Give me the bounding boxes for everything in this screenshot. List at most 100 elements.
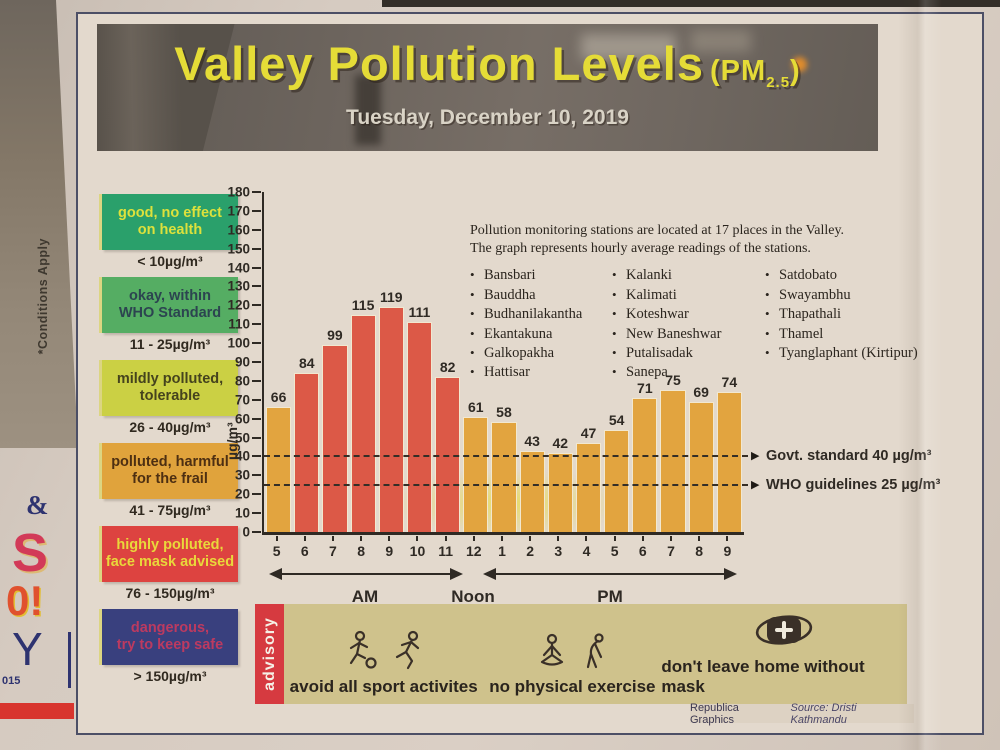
advisory-tab-label: advisory <box>260 617 278 691</box>
footballer-icon <box>349 630 377 669</box>
stations-intro-line2: The graph represents hourly average read… <box>470 241 811 257</box>
bar-value-label: 66 <box>270 389 287 406</box>
pm-label: PM <box>597 587 623 606</box>
bar-group: 71 <box>632 192 658 532</box>
y-tick-mark <box>252 379 261 382</box>
bars: 66 84 99 115 119 111 82 61 58 43 42 47 54 71 75 69 74 <box>266 192 742 532</box>
threshold-label: WHO guidelines 25 µg/m³ <box>766 476 941 493</box>
street-photo-light <box>792 57 808 73</box>
pollution-bar <box>378 307 404 532</box>
bar-group: 61 <box>463 192 489 532</box>
station-column: • Satdobato • Swayambhu • Thapathali • Thamel • T… <box>765 266 933 383</box>
page-top-edge <box>382 0 1000 7</box>
advisory-icons <box>536 630 608 672</box>
pollution-bar <box>463 416 489 532</box>
advisory-item-sports: avoid all sport activites <box>284 611 483 697</box>
station-name: Kalimati <box>626 286 677 303</box>
x-tick-label: 7 <box>320 536 345 559</box>
bar-value-label: 42 <box>552 434 569 451</box>
y-tick-label: 160 <box>227 222 250 238</box>
station-item: • Tyanglaphant (Kirtipur) <box>765 344 933 363</box>
y-tick-label: 180 <box>227 184 250 200</box>
x-tick-label: 8 <box>349 536 374 559</box>
bar-group: 111 <box>406 192 433 532</box>
bar-value-label: 119 <box>379 289 403 306</box>
legend-item: good, no effect on health < 10µg/m³ <box>102 194 238 269</box>
pm25-unit: (PM2.5) <box>710 55 801 90</box>
advisory-icons <box>344 630 424 672</box>
bar-value-label: 58 <box>496 404 512 421</box>
bullet-icon: • <box>470 267 475 283</box>
advisory-text: don't leave home without mask <box>661 657 865 696</box>
station-name: Galkopakha <box>484 345 555 362</box>
station-name: Budhanilakantha <box>484 306 583 323</box>
station-item: • Putalisadak <box>612 344 765 363</box>
legend-category-box: okay, within WHO Standard <box>102 277 238 333</box>
threshold-arrow-icon: ▶ <box>751 478 760 491</box>
bullet-icon: • <box>612 364 617 380</box>
bullet-icon: • <box>765 286 770 302</box>
station-name: Thapathali <box>779 306 842 323</box>
noon-label: Noon <box>451 587 494 606</box>
station-name: New Baneshwar <box>626 325 722 342</box>
y-tick-mark <box>252 304 261 307</box>
pollution-bar <box>632 397 658 532</box>
street-photo-vehicle <box>690 30 751 53</box>
pollution-bar <box>266 407 292 532</box>
y-tick-label: 150 <box>227 241 250 257</box>
legend-range-label: 76 - 150µg/m³ <box>125 585 215 601</box>
x-tick-label: 5 <box>602 536 627 559</box>
y-tick-mark <box>252 285 261 288</box>
legend-item: polluted, harmful for the frail 41 - 75µg… <box>102 443 238 518</box>
pollution-bar <box>575 443 602 532</box>
y-tick-mark <box>252 512 261 515</box>
ad-fragment: S <box>12 523 49 583</box>
advisory-banner: advisory <box>255 604 907 704</box>
ad-fragment: 015 <box>2 675 21 687</box>
stretching-icon <box>587 633 604 669</box>
legend-category-box: highly polluted, face mask advised <box>102 526 238 582</box>
am-label: AM <box>352 587 378 606</box>
station-column: • Kalanki • Kalimati • Koteshwar • New Baneshwa… <box>612 266 765 383</box>
bullet-icon: • <box>765 345 770 361</box>
bar-value-label: 115 <box>351 296 375 313</box>
bar-value-label: 47 <box>580 425 597 442</box>
bullet-icon: • <box>765 267 770 283</box>
bar-value-label: 111 <box>408 304 431 321</box>
y-tick-label: 80 <box>234 373 250 389</box>
stations-intro-line1: Pollution monitoring stations are locate… <box>470 223 845 238</box>
station-item: • Bauddha <box>470 286 612 305</box>
bullet-icon: • <box>470 364 475 380</box>
y-tick-label: 30 <box>234 467 250 483</box>
station-name: Thamel <box>779 325 824 342</box>
y-tick-mark <box>252 398 261 401</box>
x-tick-label: 1 <box>489 536 514 559</box>
pollution-legend: good, no effect on health < 10µg/m³ okay, … <box>102 194 238 692</box>
bar-group: 43 <box>519 192 545 532</box>
bullet-icon: • <box>470 325 475 341</box>
legend-range-label: 11 - 25µg/m³ <box>129 336 211 352</box>
pollution-bar <box>294 373 320 532</box>
bar-value-label: 99 <box>327 327 343 343</box>
bar-group: 115 <box>350 192 376 532</box>
advisory-item-exercise: no physical exercise <box>483 611 661 697</box>
x-tick-label: 6 <box>630 536 655 559</box>
bar-group: 82 <box>435 192 461 532</box>
stations-intro: Pollution monitoring stations are locate… <box>470 222 948 258</box>
legend-item: highly polluted, face mask advised 76 - 1… <box>102 526 238 601</box>
x-tick-label: 11 <box>433 536 458 559</box>
bullet-icon: • <box>765 325 770 341</box>
x-tick-label: 7 <box>658 536 683 559</box>
ad-fragment: Y <box>12 623 43 675</box>
station-name: Putalisadak <box>626 345 693 362</box>
station-name: Satdobato <box>779 267 837 284</box>
station-item: • Hattisar <box>470 363 612 382</box>
unit-suffix: ) <box>790 55 801 87</box>
pollution-bar <box>491 422 517 532</box>
bar-group: 47 <box>575 192 602 532</box>
x-axis-labels: 5 6 7 8 9 10 11 12 1 2 3 4 5 6 7 8 9 <box>264 536 740 559</box>
pollution-bar <box>604 430 630 532</box>
unit-prefix: (PM <box>710 55 767 87</box>
y-tick-mark <box>252 342 261 345</box>
y-tick-label: 170 <box>227 203 250 219</box>
